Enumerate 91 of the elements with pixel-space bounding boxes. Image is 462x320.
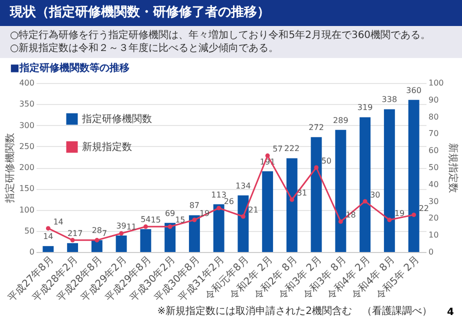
bar [408, 100, 420, 252]
bar [67, 243, 78, 252]
data-label: 28 [92, 226, 102, 236]
point [362, 199, 368, 204]
data-label: 14 [53, 217, 64, 226]
bar [360, 117, 371, 252]
point [338, 219, 343, 224]
y-tick-label: 200 [19, 163, 34, 172]
data-label: 39 [116, 222, 126, 231]
point [94, 238, 100, 242]
bar [384, 109, 395, 252]
y2-tick-label: 40 [428, 180, 439, 189]
data-label: 19 [394, 208, 405, 218]
data-label: 22 [418, 204, 429, 213]
data-label: 31 [296, 188, 308, 198]
point [46, 226, 50, 231]
y2-tick-label: 30 [428, 196, 439, 206]
data-label: 7 [102, 229, 108, 238]
bar [310, 137, 322, 252]
bar [286, 158, 298, 252]
y-axis-title: 指定研修機関数 [4, 133, 16, 204]
bar [238, 195, 249, 252]
y2-tick-label: 0 [428, 248, 434, 256]
data-label: 338 [382, 95, 398, 104]
data-label: 57 [272, 144, 283, 154]
point [265, 153, 270, 158]
point [314, 165, 319, 170]
y2-tick-label: 80 [428, 112, 439, 122]
data-label: 54 [140, 215, 151, 224]
data-label: 30 [370, 190, 380, 200]
data-label: 15 [175, 216, 186, 225]
y2-tick-label: 70 [428, 129, 439, 138]
y-tick-label: 100 [19, 205, 34, 214]
bar [91, 240, 102, 252]
point [168, 224, 172, 229]
y-tick-label: 50 [24, 226, 34, 236]
data-label: 272 [308, 123, 324, 132]
y2-tick-label: 60 [428, 146, 439, 156]
data-label: 113 [211, 190, 226, 200]
y-tick-label: 0 [29, 248, 34, 256]
y-tick-label: 350 [19, 100, 34, 109]
data-label: 319 [357, 103, 373, 112]
point [387, 218, 392, 222]
y2-tick-label: 90 [428, 95, 439, 104]
y-tick-label: 250 [19, 142, 34, 151]
text: 4 [447, 307, 454, 318]
data-label: 134 [236, 181, 251, 190]
y2-tick-label: 100 [428, 78, 444, 88]
bar [116, 236, 127, 252]
point [70, 238, 75, 242]
data-label: 222 [284, 144, 300, 154]
text: （看護課調べ） [362, 306, 432, 317]
legend-label: 指定研修機関数 [81, 113, 152, 125]
bar [262, 171, 274, 252]
bar [42, 246, 54, 252]
data-label: 50 [321, 156, 332, 166]
text: ■指定研修機関数等の推移 [9, 61, 130, 75]
bar [188, 215, 200, 252]
point [192, 218, 197, 222]
point [240, 214, 246, 219]
data-label: 360 [406, 86, 422, 95]
bar [140, 229, 152, 252]
y2-axis-title: 新規指定数 [446, 143, 459, 193]
data-label: 26 [224, 197, 234, 206]
data-label: 87 [189, 201, 200, 210]
data-label: 14 [43, 232, 54, 242]
y-tick-label: 400 [19, 78, 34, 88]
text: ※新規指定数には取消申請された2機関含む [157, 306, 352, 317]
data-label: 15 [150, 216, 161, 225]
y2-tick-label: 20 [428, 214, 439, 223]
y-tick-label: 300 [19, 120, 34, 130]
point [412, 212, 416, 218]
point [216, 206, 222, 210]
point [119, 231, 124, 236]
chart-subtitle: ○特定行為研修を行う指定研修機関は、年々増加しており令和5年2月現在で360機関である。 ○新規指定数は令和２～３年度に比べると減少傾向である。 [10, 29, 432, 55]
data-label: 7 [78, 229, 83, 238]
data-label: 289 [333, 116, 348, 125]
data-label: 11 [126, 222, 136, 232]
y2-tick-label: 50 [428, 163, 439, 172]
legend-label: 新規指定数 [82, 141, 132, 153]
point [290, 197, 294, 202]
bar [164, 222, 176, 252]
bar [335, 130, 346, 252]
chart-title: 現状（指定研修機関数・研修修了者の推移） [0, 0, 462, 26]
data-label: 21 [67, 229, 78, 238]
data-label: 69 [164, 208, 176, 218]
bar [213, 204, 224, 252]
point [143, 224, 148, 229]
data-label: 21 [248, 206, 258, 215]
y2-tick-label: 10 [428, 230, 439, 240]
y-tick-label: 150 [19, 184, 34, 194]
